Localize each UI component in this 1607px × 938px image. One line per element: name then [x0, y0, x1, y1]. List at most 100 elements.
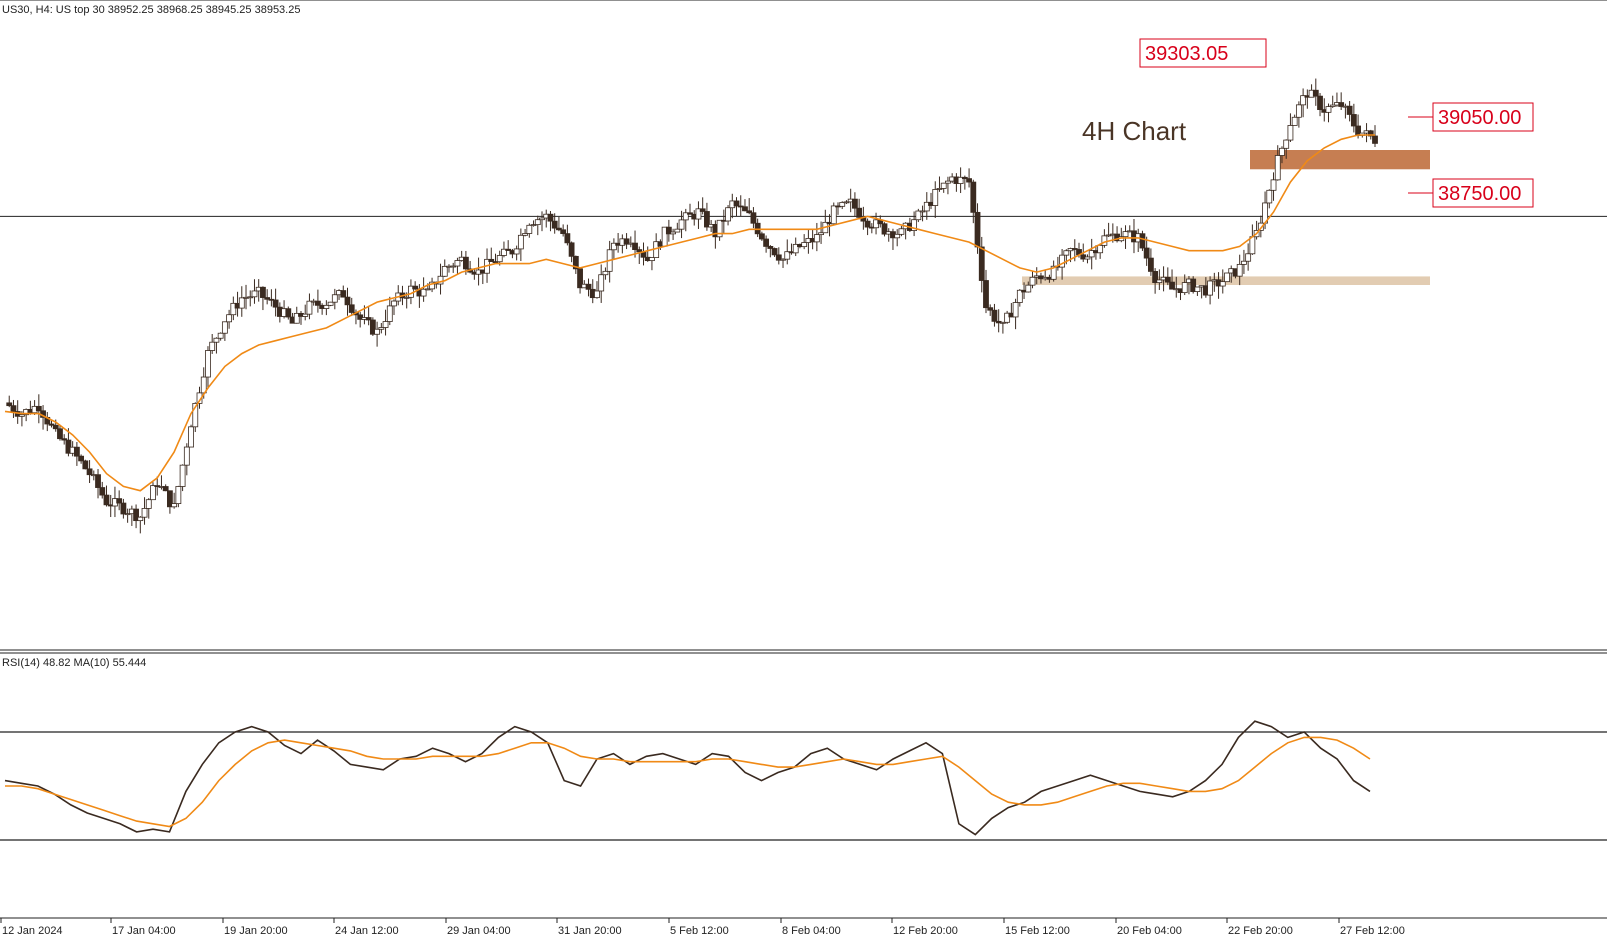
candle-body — [961, 176, 968, 180]
candle-body — [238, 297, 245, 309]
candle-body — [970, 181, 977, 213]
candle-body — [209, 341, 216, 351]
candle-body — [936, 188, 943, 190]
candle-body — [424, 288, 431, 291]
candle-body — [420, 288, 427, 297]
resistance-zone — [1250, 150, 1430, 170]
candle-body — [221, 321, 228, 334]
candle-body — [1287, 125, 1294, 141]
level-box-support — [1432, 178, 1534, 208]
candle-body — [505, 248, 512, 251]
candle-body — [987, 307, 994, 311]
level-label-high[interactable]: 39303.05 — [1139, 38, 1267, 68]
x-tick-label: 5 Feb 12:00 — [670, 925, 729, 937]
candle-body — [454, 260, 461, 267]
candle-body — [598, 274, 605, 292]
x-tick-label: 12 Jan 2024 — [2, 925, 63, 937]
candle-body — [1219, 281, 1226, 287]
candle-body — [792, 243, 799, 254]
candle-body — [145, 499, 152, 509]
candle-body — [843, 201, 850, 204]
candle-body — [378, 327, 385, 330]
candle-body — [1270, 179, 1277, 191]
candle-body — [179, 464, 186, 487]
candle-body — [1029, 276, 1036, 286]
candle-body — [496, 255, 503, 263]
candle-body — [602, 270, 609, 276]
candle-body — [293, 312, 300, 324]
candle-body — [1097, 244, 1104, 254]
candle-body — [852, 198, 858, 209]
candle-body — [830, 205, 837, 225]
candle-body — [978, 246, 985, 281]
candle-body — [682, 212, 689, 221]
candle-body — [674, 228, 681, 233]
candle-body — [919, 210, 926, 213]
candle-body — [678, 219, 685, 230]
candle-body — [983, 280, 989, 309]
candle-body — [429, 281, 435, 290]
candle-body — [1071, 248, 1078, 250]
candle-body — [742, 206, 748, 212]
candle-body — [1152, 271, 1159, 284]
candle-body — [183, 446, 190, 466]
candle-body — [1346, 105, 1353, 115]
rsi-ma-line — [5, 736, 1371, 828]
candle-body — [167, 490, 173, 508]
level-text-resistance: 39050.00 — [1438, 107, 1521, 129]
x-tick-label: 24 Jan 12:00 — [335, 925, 399, 937]
candle-body — [572, 255, 579, 270]
candle-body — [966, 178, 972, 183]
candle-body — [1350, 114, 1357, 127]
candle-body — [331, 294, 338, 303]
x-tick-label: 29 Jan 04:00 — [447, 925, 511, 937]
candle-body — [839, 202, 846, 207]
candle-body — [1190, 278, 1197, 292]
rsi-line — [4, 720, 1371, 836]
x-tick-label: 31 Jan 20:00 — [558, 925, 622, 937]
candle-body — [547, 213, 554, 222]
level-text-high: 39303.05 — [1145, 43, 1228, 65]
candle-body — [517, 234, 524, 250]
candle-body — [1181, 282, 1188, 294]
candle-body — [230, 302, 237, 316]
candle-body — [1266, 189, 1273, 204]
candle-body — [488, 258, 495, 262]
candle-body — [1274, 155, 1281, 181]
candle-body — [200, 376, 207, 394]
candle-body — [1236, 263, 1243, 277]
candle-body — [327, 301, 334, 306]
candle-body — [699, 208, 706, 212]
candle-body — [767, 246, 774, 249]
rsi-header: RSI(14) 48.82 MA(10) 55.444 — [2, 657, 146, 669]
candle-body — [991, 309, 998, 322]
candle-body — [369, 319, 376, 335]
candle-body — [124, 513, 131, 516]
candle-body — [974, 211, 981, 248]
candle-body — [551, 220, 558, 229]
candle-body — [285, 308, 292, 318]
candle-body — [725, 207, 731, 222]
candle-body — [205, 350, 211, 378]
candle-body — [746, 210, 753, 214]
candle-body — [61, 438, 68, 441]
candle-body — [348, 304, 355, 313]
candle-body — [945, 180, 951, 184]
candle-body — [86, 468, 93, 476]
candle-body — [522, 233, 528, 236]
level-label-resistance[interactable]: 39050.00 — [1408, 102, 1534, 132]
x-tick-label: 22 Feb 20:00 — [1228, 925, 1293, 937]
candle-body — [391, 300, 397, 307]
x-tick-label: 19 Jan 20:00 — [224, 925, 288, 937]
candle-body — [1164, 276, 1171, 283]
candle-body — [1101, 235, 1108, 246]
candle-body — [894, 233, 901, 239]
candle-body — [1329, 104, 1336, 107]
candle-body — [1372, 135, 1378, 144]
candlestick-series — [6, 78, 1378, 534]
level-label-support[interactable]: 38750.00 — [1408, 178, 1534, 208]
candle-body — [247, 296, 254, 299]
candle-body — [57, 428, 63, 440]
candle-body — [1050, 265, 1057, 280]
candle-body — [95, 474, 101, 488]
